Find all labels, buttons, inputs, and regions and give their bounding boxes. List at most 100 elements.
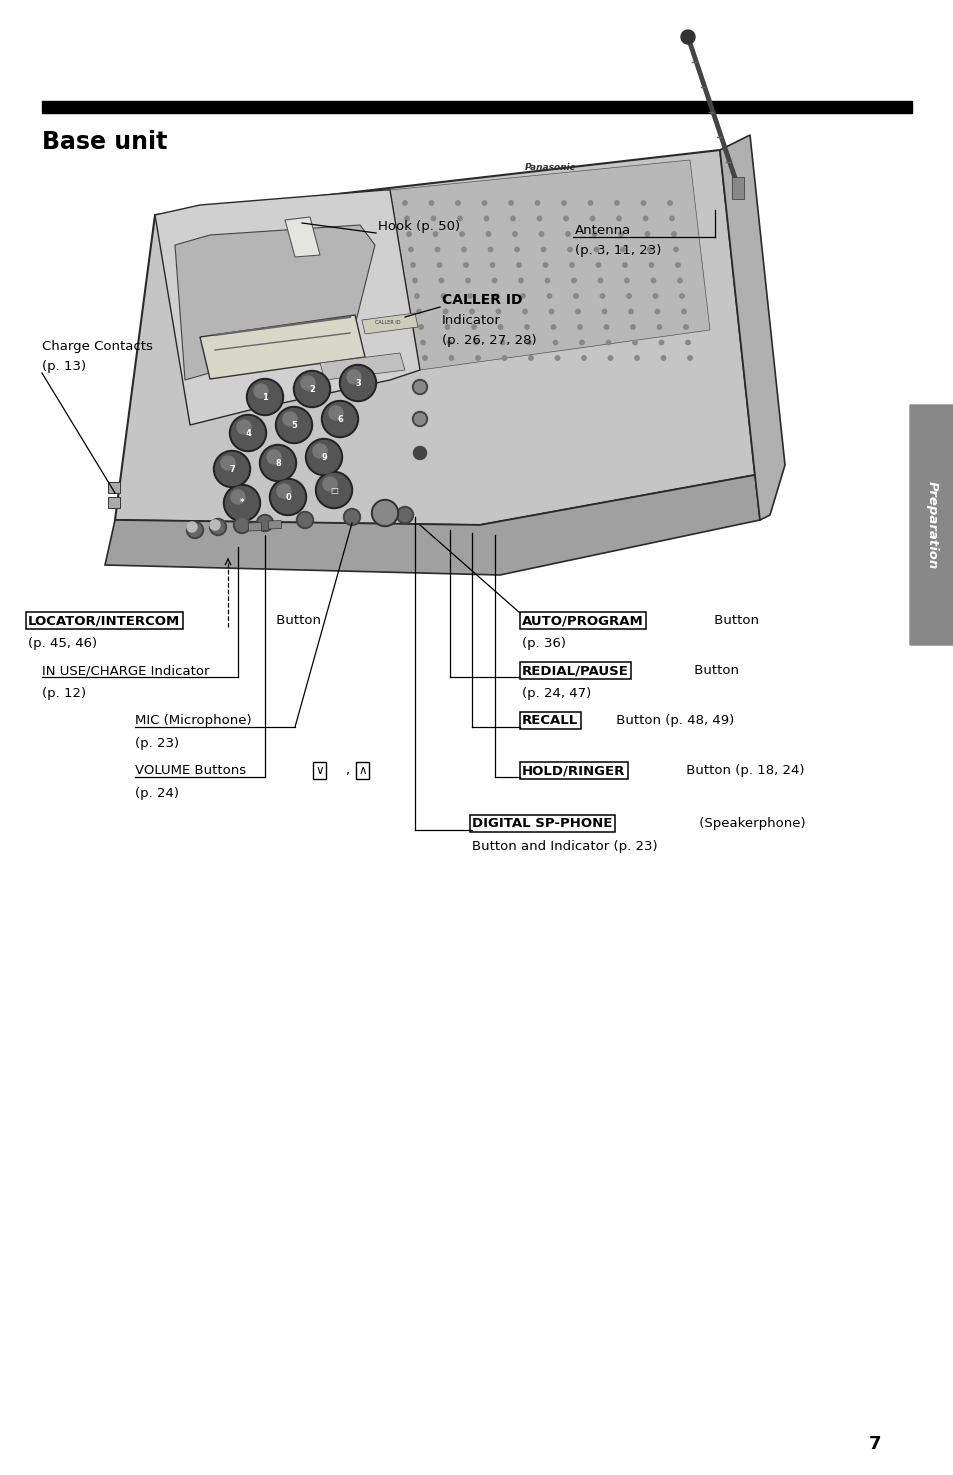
Circle shape [296, 512, 314, 528]
Circle shape [371, 500, 398, 527]
Circle shape [628, 310, 633, 314]
Circle shape [438, 279, 443, 283]
Text: LOCATOR/INTERCOM: LOCATOR/INTERCOM [28, 614, 180, 627]
Circle shape [673, 248, 678, 252]
Circle shape [620, 248, 624, 252]
Circle shape [651, 279, 655, 283]
Circle shape [549, 310, 553, 314]
Circle shape [233, 516, 251, 534]
Circle shape [414, 413, 425, 425]
Text: 0: 0 [285, 493, 291, 502]
Circle shape [457, 217, 461, 221]
Circle shape [313, 444, 327, 459]
Circle shape [307, 441, 340, 473]
Circle shape [456, 201, 459, 205]
Text: (p. 3, 11, 23): (p. 3, 11, 23) [575, 243, 660, 257]
Circle shape [508, 201, 513, 205]
Circle shape [563, 217, 568, 221]
Circle shape [647, 248, 651, 252]
Circle shape [230, 414, 266, 451]
Text: 1: 1 [262, 392, 268, 401]
Circle shape [267, 450, 281, 465]
Bar [42, 100, 911, 114]
Circle shape [445, 324, 449, 329]
Circle shape [321, 401, 358, 438]
Text: Button (p. 48, 49): Button (p. 48, 49) [612, 714, 734, 727]
Circle shape [497, 324, 502, 329]
Text: (p. 24, 47): (p. 24, 47) [521, 687, 591, 701]
Circle shape [272, 481, 304, 513]
Polygon shape [154, 190, 419, 425]
Circle shape [261, 447, 294, 479]
Circle shape [305, 438, 342, 475]
Circle shape [603, 324, 608, 329]
Circle shape [474, 341, 477, 345]
Circle shape [681, 310, 685, 314]
Text: 2: 2 [309, 385, 314, 394]
Bar [108, 497, 120, 509]
Circle shape [277, 409, 310, 441]
Circle shape [617, 217, 620, 221]
Circle shape [537, 217, 541, 221]
Text: Button: Button [689, 664, 739, 677]
Text: Panasonic: Panasonic [524, 162, 575, 171]
Circle shape [409, 248, 413, 252]
Circle shape [231, 490, 245, 504]
Text: (Speakerphone): (Speakerphone) [695, 817, 804, 830]
Circle shape [412, 412, 427, 426]
Circle shape [653, 294, 657, 298]
Circle shape [447, 341, 451, 345]
Circle shape [569, 263, 574, 267]
Polygon shape [361, 313, 417, 333]
Circle shape [402, 201, 407, 205]
Text: (p. 13): (p. 13) [42, 360, 86, 373]
Text: 6: 6 [336, 414, 342, 423]
Circle shape [341, 366, 375, 400]
Text: 4: 4 [245, 429, 251, 438]
Bar [108, 482, 120, 494]
Circle shape [576, 310, 579, 314]
FancyBboxPatch shape [909, 406, 953, 645]
Circle shape [553, 341, 558, 345]
Circle shape [622, 263, 626, 267]
Circle shape [186, 522, 203, 538]
Circle shape [398, 509, 411, 522]
Text: (p. 26, 27, 28): (p. 26, 27, 28) [441, 333, 536, 347]
Circle shape [685, 341, 689, 345]
Circle shape [561, 201, 566, 205]
Circle shape [416, 310, 421, 314]
Circle shape [298, 513, 312, 527]
Circle shape [441, 294, 445, 298]
Circle shape [329, 406, 343, 420]
Circle shape [542, 263, 547, 267]
Circle shape [679, 294, 683, 298]
Text: CALLER ID: CALLER ID [375, 320, 400, 326]
Circle shape [535, 201, 539, 205]
Polygon shape [115, 150, 754, 525]
Circle shape [461, 248, 466, 252]
Circle shape [524, 324, 529, 329]
Polygon shape [105, 475, 760, 575]
Circle shape [253, 384, 268, 398]
Circle shape [210, 519, 226, 535]
Circle shape [413, 447, 426, 460]
Circle shape [476, 355, 479, 360]
Circle shape [565, 232, 570, 236]
Circle shape [642, 217, 647, 221]
Circle shape [232, 416, 264, 450]
Circle shape [449, 355, 454, 360]
Circle shape [315, 472, 352, 509]
Circle shape [436, 263, 441, 267]
Circle shape [256, 515, 274, 531]
Polygon shape [200, 316, 365, 379]
Circle shape [660, 355, 665, 360]
Circle shape [248, 381, 281, 413]
Circle shape [414, 382, 425, 392]
Text: MIC (Microphone): MIC (Microphone) [135, 714, 252, 727]
Circle shape [413, 279, 416, 283]
Circle shape [422, 355, 427, 360]
Text: *: * [239, 499, 244, 507]
Circle shape [187, 522, 196, 532]
Text: 3: 3 [355, 379, 360, 388]
Circle shape [578, 324, 581, 329]
